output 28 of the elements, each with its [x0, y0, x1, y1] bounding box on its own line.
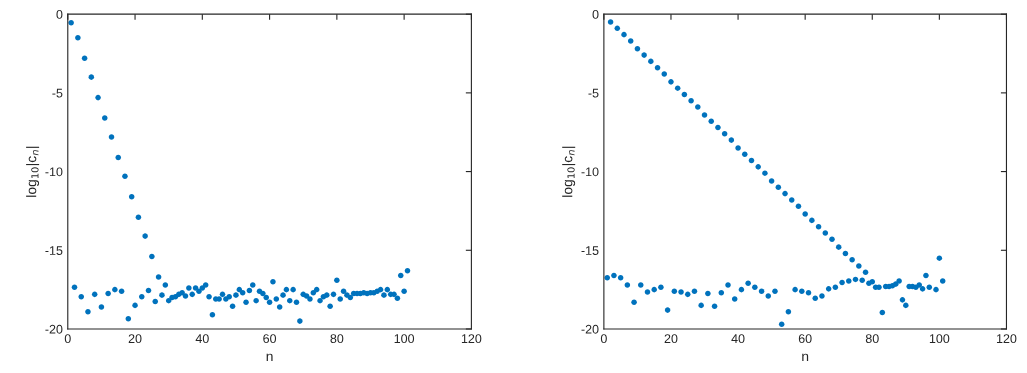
x-tick-label: 0	[64, 334, 71, 344]
y-tick-label: -15	[45, 246, 63, 255]
x-axis-title: n	[802, 353, 809, 362]
x-tick-label: 80	[865, 334, 879, 344]
y-tick-label: -5	[588, 88, 599, 98]
y-tick-label: -15	[581, 246, 599, 255]
y-tick-label: -10	[45, 167, 63, 177]
y-axis-title: log$_{10}$|c$_{n}$|	[26, 146, 40, 197]
x-tick-label: 20	[664, 334, 678, 344]
x-tick-label: 80	[330, 334, 344, 344]
x-tick-label: 120	[996, 334, 1017, 344]
x-tick-label: 40	[731, 334, 745, 344]
y-tick-label: -5	[52, 88, 63, 98]
y-tick-label: -20	[45, 324, 63, 334]
x-tick-label: 100	[929, 334, 950, 344]
x-tick-label: 60	[263, 334, 277, 344]
y-tick-label: 0	[56, 9, 63, 19]
x-tick-label: 120	[461, 334, 482, 344]
y-tick-label: -20	[581, 324, 599, 334]
x-axis-title: n	[266, 353, 273, 362]
x-tick-label: 40	[195, 334, 209, 344]
y-axis-title: log$_{10}$|c$_{n}$|	[562, 146, 576, 197]
x-tick-label: 60	[798, 334, 812, 344]
x-tick-label: 0	[600, 334, 607, 344]
y-tick-label: 0	[592, 9, 599, 19]
x-tick-label: 100	[394, 334, 415, 344]
y-tick-label: -10	[581, 167, 599, 177]
x-tick-label: 20	[128, 334, 142, 344]
